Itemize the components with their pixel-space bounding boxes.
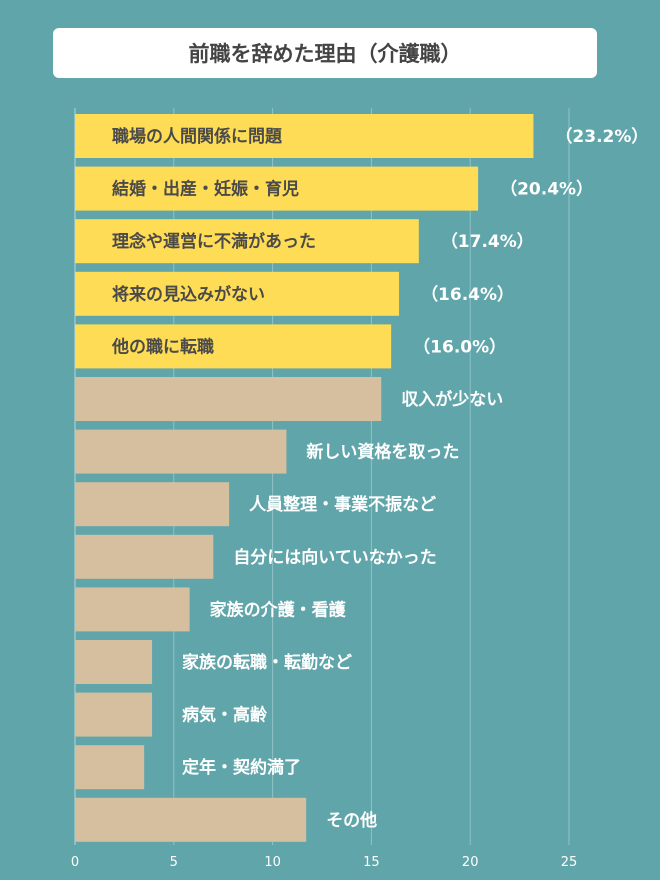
bar <box>75 114 534 158</box>
category-label: 病気・高齢 <box>182 705 268 726</box>
bar <box>75 271 400 316</box>
x-tick-label: 25 <box>561 855 578 870</box>
bar <box>75 797 307 842</box>
category-label: 人員整理・事業不振など <box>249 494 436 515</box>
category-label: 将来の見込みがない <box>112 284 265 305</box>
value-label: （16.0%） <box>413 336 506 357</box>
bar <box>75 534 214 579</box>
category-label: 収入が少ない <box>401 389 503 410</box>
bar <box>75 692 153 737</box>
x-tick-label: 15 <box>363 855 380 870</box>
bar <box>75 482 230 527</box>
value-label: （23.2%） <box>555 126 648 147</box>
bar <box>75 587 190 632</box>
category-label: 他の職に転職 <box>111 336 214 357</box>
bar <box>75 377 382 421</box>
value-label: （17.4%） <box>441 231 534 252</box>
value-label: （20.4%） <box>500 179 593 200</box>
bar <box>75 429 287 474</box>
category-label: 理念や運営に不満があった <box>112 231 316 252</box>
category-label: 職場の人間関係に問題 <box>112 126 283 147</box>
bar <box>75 166 479 211</box>
x-tick-label: 0 <box>71 855 79 870</box>
chart-title: 前職を辞めた理由（介護職） <box>53 28 597 78</box>
category-label: 家族の介護・看護 <box>210 599 347 620</box>
value-label: （16.4%） <box>421 284 514 305</box>
x-tick-label: 10 <box>264 855 281 870</box>
category-label: 定年・契約満了 <box>182 757 301 778</box>
x-tick-label: 20 <box>462 855 479 870</box>
x-tick-label: 5 <box>170 855 178 870</box>
category-label: その他 <box>326 810 377 831</box>
category-label: 新しい資格を取った <box>306 442 459 463</box>
category-label: 結婚・出産・妊娠・育児 <box>112 179 299 200</box>
bar <box>75 219 419 264</box>
category-label: 家族の転職・転勤など <box>182 652 352 673</box>
bar <box>75 324 392 369</box>
bar <box>75 745 145 790</box>
bar <box>75 640 153 684</box>
category-label: 自分には向いていなかった <box>233 547 437 568</box>
